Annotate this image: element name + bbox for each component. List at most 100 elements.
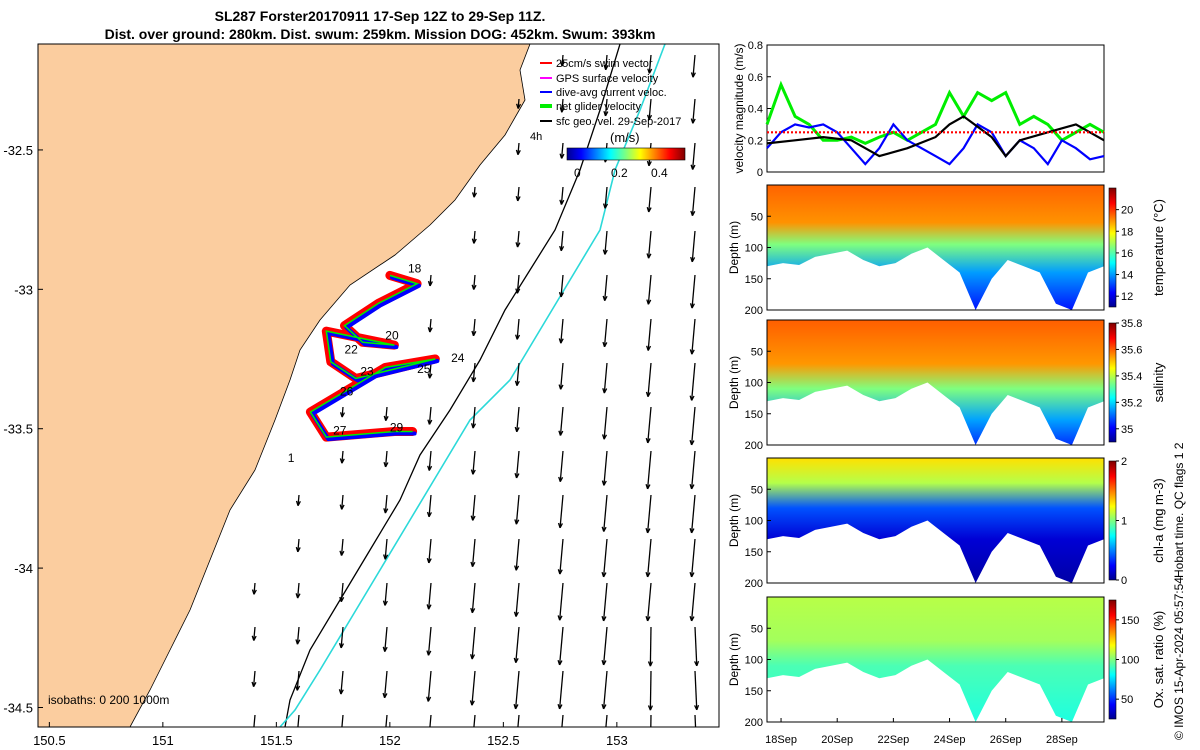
- colorbar-tick-label: 0: [1121, 575, 1127, 587]
- colorbar-label: chl-a (mg m-3): [1151, 478, 1166, 563]
- figure-title-line-2: Dist. over ground: 280km. Dist. swum: 25…: [104, 26, 656, 42]
- day-label: 25: [417, 362, 431, 376]
- velocity-arrow: [429, 714, 432, 727]
- map-xtick-label: 152.5: [487, 733, 520, 748]
- land-mass: [38, 44, 531, 727]
- day-labels: 18 20 22 24 25 23 26 27 29 1: [288, 262, 465, 466]
- velocity-arrow: [646, 318, 652, 351]
- velocity-arrow: [694, 714, 697, 727]
- heatmap-oxygen: [767, 597, 1104, 722]
- velocity-arrow: [383, 538, 389, 560]
- velocity-arrow: [470, 450, 476, 475]
- velocity-arrow: [601, 450, 608, 486]
- date-tick-label: 18Sep: [765, 734, 797, 746]
- velocity-arrow: [690, 142, 696, 170]
- velocity-arrow: [339, 406, 346, 418]
- colorbar-units: (m/s): [610, 130, 640, 145]
- colorbar-tick-label: 2: [1121, 456, 1127, 468]
- isobath-200m: [284, 44, 621, 727]
- map-xtick-label: 151.5: [260, 733, 293, 748]
- day-label: 18: [408, 262, 422, 276]
- depth-tick-label: 200: [745, 717, 763, 729]
- colorbar-temperature: [1108, 187, 1117, 308]
- vel-series-2: [766, 115, 1105, 158]
- velocity-arrow: [603, 98, 609, 117]
- depth-tick-label: 100: [745, 243, 763, 255]
- velocity-arrow: [557, 582, 564, 621]
- colorbar-tick-label: 35.4: [1121, 371, 1142, 383]
- velocity-arrow: [513, 582, 520, 617]
- velocity-arrow: [339, 582, 345, 603]
- colorbar-tick-label: 100: [1121, 655, 1139, 667]
- velocity-arrow: [251, 582, 257, 595]
- map-axis-ticks: 150.5 151 151.5 152 152.5 153 -32.5 -33 -33.5 -34…: [3, 143, 627, 748]
- depth-tick-label: 100: [745, 655, 763, 667]
- velocity-arrow: [646, 274, 652, 305]
- depth-tick-label: 200: [745, 305, 763, 317]
- depth-tick-label: 150: [745, 409, 763, 421]
- svg-text:GPS surface velocity: GPS surface velocity: [556, 73, 659, 85]
- depth-tick-label: 50: [751, 623, 763, 635]
- velocity-arrow: [559, 98, 565, 113]
- velocity-arrow: [426, 626, 432, 656]
- svg-text:25cm/s swim vector: 25cm/s swim vector: [556, 58, 653, 70]
- legend-item-sfc-geo: sfc geo. vel. 29-Sep-2017: [540, 116, 681, 128]
- depth-tick-label: 50: [751, 346, 763, 358]
- velocity-arrow: [645, 450, 652, 490]
- colorbar-label: Ox. sat. ratio (%): [1151, 611, 1166, 709]
- velocity-arrow: [385, 714, 388, 727]
- vel-ytick-label: 0.4: [748, 104, 763, 116]
- map-xtick-label: 151: [152, 733, 174, 748]
- velocity-arrow: [514, 494, 520, 525]
- depth-tick-label: 150: [745, 547, 763, 559]
- velocity-arrow: [558, 450, 564, 482]
- velocity-arrow: [471, 318, 477, 337]
- velocity-arrow: [295, 626, 301, 645]
- velocity-arrow: [601, 538, 608, 578]
- heatmap-panel-temperature: 50 100 150 200 Depth (m) 12 14 16 18 20 temperatur…: [727, 184, 1166, 317]
- copyright-label: © IMOS 15-Apr-2024 05:57:54: [1172, 577, 1186, 740]
- colorbar-oxygen: [1108, 599, 1117, 720]
- day-label: 20: [385, 329, 399, 343]
- depth-tick-label: 150: [745, 686, 763, 698]
- velocity-arrow: [382, 582, 388, 606]
- day-label: 26: [340, 384, 354, 398]
- colorbar-tick-label: 150: [1121, 615, 1139, 627]
- date-tick-label: 20Sep: [821, 734, 853, 746]
- velocity-arrow: [645, 494, 652, 534]
- velocity-arrow: [383, 450, 389, 468]
- velocity-arrow: [427, 450, 433, 471]
- track-net-velocity: [309, 274, 436, 438]
- vel-ytick-label: 0.8: [748, 40, 763, 52]
- velocity-arrow: [338, 670, 344, 695]
- velocity-arrow: [515, 98, 522, 109]
- map-xtick-label: 152: [379, 733, 401, 748]
- colorbar-tick-label: 35.6: [1121, 344, 1142, 356]
- day-label: 27: [333, 423, 347, 437]
- velocity-arrow: [427, 362, 433, 379]
- velocity-arrow: [646, 230, 652, 259]
- velocity-arrow: [601, 670, 608, 710]
- map-xtick-label: 150.5: [33, 733, 66, 748]
- velocity-arrow: [559, 54, 565, 67]
- velocity-arrow: [561, 714, 564, 727]
- velocity-arrow: [427, 274, 433, 287]
- colorbar-tick-label: 18: [1121, 226, 1133, 238]
- map-ytick-label: -33: [14, 282, 33, 297]
- velocity-arrow: [689, 494, 696, 534]
- depth-tick-label: 150: [745, 274, 763, 286]
- velocity-arrow: [601, 406, 608, 440]
- colorbar-tick-label: 1: [1121, 516, 1127, 528]
- velocity-arrow: [382, 670, 388, 699]
- velocity-arrow: [645, 582, 652, 622]
- colorbar-tick-2: 0.4: [651, 166, 668, 180]
- velocity-arrow: [690, 186, 696, 216]
- legend-item-gps: GPS surface velocity: [540, 73, 659, 85]
- velocity-arrow: [558, 274, 564, 298]
- colorbar-tick-label: 35.8: [1121, 318, 1142, 330]
- heatmap-temperature: [767, 185, 1104, 310]
- velocity-arrow: [601, 626, 608, 666]
- velocity-arrow: [295, 582, 301, 599]
